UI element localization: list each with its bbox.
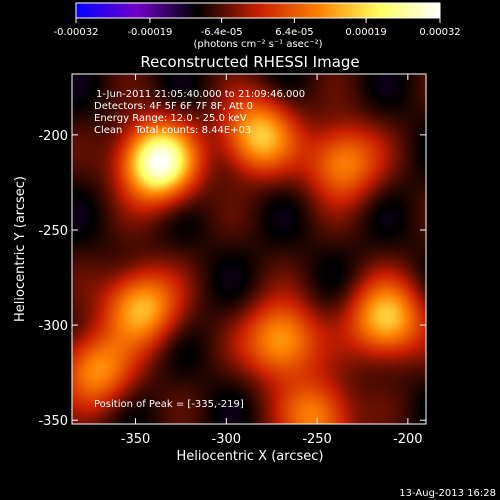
y-tick-label: -300 bbox=[38, 319, 68, 334]
x-tick-label: -300 bbox=[212, 432, 242, 447]
y-tick-label: -350 bbox=[38, 414, 68, 429]
colorbar: -0.00032 -0.00019 -6.4e-05 6.4e-05 0.00019 0.… bbox=[54, 2, 461, 50]
colorbar-tick-label: -0.00032 bbox=[54, 27, 99, 38]
x-axis-ticks: -350 -300 -250 -200 bbox=[121, 74, 423, 447]
colorbar-tick-label: -0.00019 bbox=[127, 27, 172, 38]
annotation-block: 1-Jun-2011 21:05:40.000 to 21:09:46.000 … bbox=[94, 89, 305, 410]
annotation-detectors: Detectors: 4F 5F 6F 7F 8F, Att 0 bbox=[94, 101, 253, 112]
y-axis-ticks: -200 -250 -300 -350 bbox=[38, 129, 426, 429]
footer-date: 13-Aug-2013 16:28 bbox=[399, 488, 496, 499]
chart-title: Reconstructed RHESSI Image bbox=[140, 53, 359, 71]
plot-area: -350 -300 -250 -200 -200 -250 -300 -350 1-Jun-… bbox=[38, 73, 427, 447]
heatmap-raster bbox=[72, 74, 426, 424]
colorbar-ticks: -0.00032 -0.00019 -6.4e-05 6.4e-05 0.00019 0.… bbox=[54, 18, 461, 38]
colorbar-label: (photons cm⁻² s⁻¹ asec⁻²) bbox=[193, 39, 322, 50]
plot-frame bbox=[71, 73, 427, 425]
y-axis-label: Heliocentric Y (arcsec) bbox=[13, 176, 28, 322]
heatmap-image bbox=[72, 74, 426, 424]
annotation-energy: Energy Range: 12.0 - 25.0 keV bbox=[94, 113, 247, 124]
colorbar-tick-label: 6.4e-05 bbox=[275, 27, 313, 38]
y-tick-label: -250 bbox=[38, 224, 68, 239]
annotation-method: Clean Total counts: 8.44E+03 bbox=[94, 125, 251, 136]
colorbar-tick-label: 0.00019 bbox=[345, 27, 386, 38]
colorbar-tick-label: 0.00032 bbox=[419, 27, 460, 38]
colorbar-strip bbox=[75, 2, 441, 19]
x-tick-label: -200 bbox=[393, 432, 423, 447]
x-axis-label: Heliocentric X (arcsec) bbox=[177, 449, 324, 464]
annotation-peak: Position of Peak = [-335,-219] bbox=[94, 399, 244, 410]
y-tick-label: -200 bbox=[38, 129, 68, 144]
x-tick-label: -350 bbox=[121, 432, 151, 447]
annotation-time: 1-Jun-2011 21:05:40.000 to 21:09:46.000 bbox=[96, 89, 305, 100]
colorbar-tick-label: -6.4e-05 bbox=[201, 27, 243, 38]
x-tick-label: -250 bbox=[302, 432, 332, 447]
